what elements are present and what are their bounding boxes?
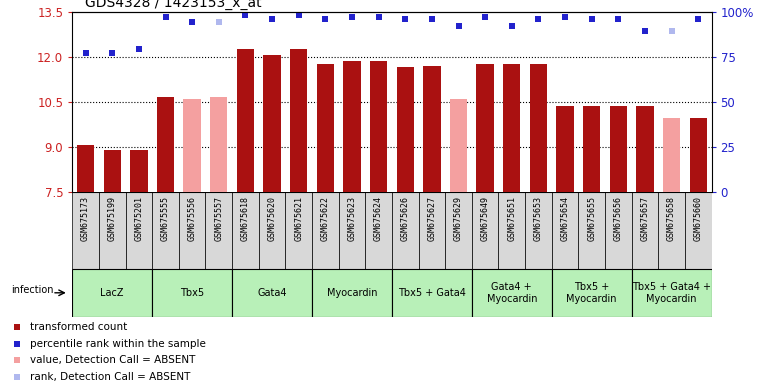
Text: Tbx5 +
Myocardin: Tbx5 + Myocardin [566, 282, 617, 304]
Bar [343, 61, 361, 192]
Bar [583, 106, 600, 192]
Bar [210, 97, 228, 192]
Text: infection: infection [11, 285, 53, 295]
Bar [126, 192, 152, 269]
Bar [445, 192, 472, 269]
Bar [689, 118, 707, 192]
Bar [450, 99, 467, 192]
Bar [552, 269, 632, 317]
Bar [130, 150, 148, 192]
Bar [423, 66, 441, 192]
Bar [525, 192, 552, 269]
Text: GSM675629: GSM675629 [454, 196, 463, 241]
Text: LacZ: LacZ [100, 288, 124, 298]
Text: GSM675620: GSM675620 [268, 196, 276, 241]
Text: Myocardin: Myocardin [326, 288, 377, 298]
Bar [578, 192, 605, 269]
Bar [237, 49, 254, 192]
Text: percentile rank within the sample: percentile rank within the sample [30, 339, 206, 349]
Text: GSM675173: GSM675173 [81, 196, 90, 241]
Text: GDS4328 / 1423153_x_at: GDS4328 / 1423153_x_at [85, 0, 262, 10]
Bar [472, 192, 498, 269]
Bar [179, 192, 205, 269]
Bar [285, 192, 312, 269]
Text: value, Detection Call = ABSENT: value, Detection Call = ABSENT [30, 356, 196, 366]
Bar [365, 192, 392, 269]
Text: GSM675201: GSM675201 [135, 196, 143, 241]
Bar [317, 64, 334, 192]
Text: GSM675653: GSM675653 [534, 196, 543, 241]
Bar [77, 146, 94, 192]
Text: GSM675626: GSM675626 [401, 196, 409, 241]
Bar [263, 55, 281, 192]
Bar [476, 64, 494, 192]
Bar [339, 192, 365, 269]
Text: transformed count: transformed count [30, 322, 127, 332]
Text: GSM675624: GSM675624 [374, 196, 383, 241]
Bar [152, 269, 232, 317]
Text: Gata4 +
Myocardin: Gata4 + Myocardin [486, 282, 537, 304]
Bar [205, 192, 232, 269]
Bar [396, 67, 414, 192]
Bar [232, 192, 259, 269]
Text: Gata4: Gata4 [257, 288, 287, 298]
Text: GSM675621: GSM675621 [295, 196, 303, 241]
Bar [605, 192, 632, 269]
Bar [157, 97, 174, 192]
Text: Tbx5: Tbx5 [180, 288, 204, 298]
Text: GSM675622: GSM675622 [321, 196, 330, 241]
Bar [685, 192, 712, 269]
Bar [72, 269, 152, 317]
Bar [632, 269, 712, 317]
Text: GSM675660: GSM675660 [694, 196, 702, 241]
Text: GSM675556: GSM675556 [188, 196, 196, 241]
Text: GSM675655: GSM675655 [587, 196, 596, 241]
Text: GSM675657: GSM675657 [641, 196, 649, 241]
Bar [152, 192, 179, 269]
Text: GSM675199: GSM675199 [108, 196, 116, 241]
Text: Tbx5 + Gata4: Tbx5 + Gata4 [398, 288, 466, 298]
Bar [498, 192, 525, 269]
Text: GSM675654: GSM675654 [561, 196, 569, 241]
Text: GSM675627: GSM675627 [428, 196, 436, 241]
Text: GSM675658: GSM675658 [667, 196, 676, 241]
Bar [636, 106, 654, 192]
Bar [312, 269, 392, 317]
Bar [658, 192, 685, 269]
Bar [312, 192, 339, 269]
Text: GSM675557: GSM675557 [215, 196, 223, 241]
Bar [232, 269, 312, 317]
Text: Tbx5 + Gata4 +
Myocardin: Tbx5 + Gata4 + Myocardin [632, 282, 711, 304]
Bar [632, 192, 658, 269]
Bar [503, 64, 521, 192]
Text: rank, Detection Call = ABSENT: rank, Detection Call = ABSENT [30, 372, 190, 382]
Bar [392, 269, 472, 317]
Bar [419, 192, 445, 269]
Bar [370, 61, 387, 192]
Bar [392, 192, 419, 269]
Bar [183, 99, 201, 192]
Text: GSM675651: GSM675651 [508, 196, 516, 241]
Text: GSM675649: GSM675649 [481, 196, 489, 241]
Bar [290, 49, 307, 192]
Bar [472, 269, 552, 317]
Text: GSM675623: GSM675623 [348, 196, 356, 241]
Bar [103, 150, 121, 192]
Bar [530, 64, 547, 192]
Bar [663, 118, 680, 192]
Text: GSM675656: GSM675656 [614, 196, 622, 241]
Bar [99, 192, 126, 269]
Text: GSM675555: GSM675555 [161, 196, 170, 241]
Bar [72, 192, 99, 269]
Bar [610, 106, 627, 192]
Text: GSM675618: GSM675618 [241, 196, 250, 241]
Bar [556, 106, 574, 192]
Bar [552, 192, 578, 269]
Bar [259, 192, 285, 269]
